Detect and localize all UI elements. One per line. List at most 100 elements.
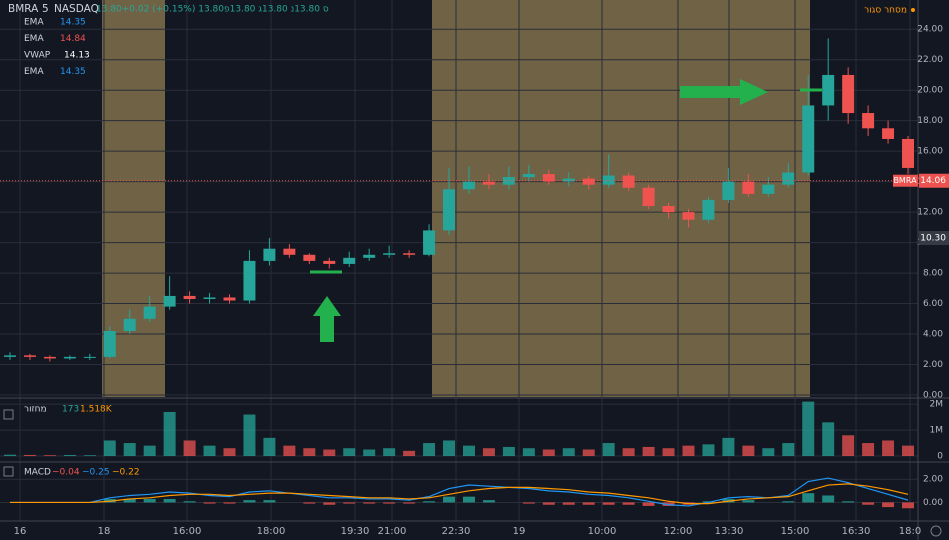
macd-histogram (602, 502, 615, 505)
legend-name: מחזור (24, 405, 47, 415)
volume-bar (443, 440, 456, 456)
y-tick-label: 6.00 (923, 299, 943, 309)
volume-bar (183, 440, 196, 456)
candle-body (143, 306, 156, 319)
candle-body (502, 177, 515, 185)
interval[interactable]: 5 (42, 3, 49, 15)
volume-bar (802, 401, 815, 456)
volume-bar (662, 448, 675, 456)
legend-value: 14.13 (64, 51, 90, 61)
candle-body (83, 356, 96, 358)
y-tick-label: 4.00 (923, 330, 943, 340)
candle-body (902, 138, 915, 168)
volume-bar (83, 455, 96, 456)
volume-bar (682, 445, 695, 456)
macd-histogram (642, 502, 655, 506)
candle-body (462, 181, 475, 190)
legend-name: VWAP (24, 51, 51, 61)
y-tick-label: 2.00 (923, 475, 943, 485)
candle-body (482, 181, 495, 185)
candle-body (123, 318, 136, 331)
y-tick-label: 0 (937, 452, 943, 462)
time-label: 19 (513, 526, 526, 537)
volume-bar (462, 445, 475, 456)
time-label: 18:00 (257, 526, 286, 537)
candle-body (63, 356, 76, 359)
collapse-button[interactable] (3, 466, 14, 477)
time-label: 21:00 (378, 526, 407, 537)
legend-name: EMA (24, 18, 44, 28)
volume-bar (403, 450, 416, 456)
candle-body (762, 184, 775, 194)
candle-body (822, 74, 835, 106)
macd-histogram (562, 502, 575, 505)
candle-body (443, 189, 456, 231)
volume-bar (263, 437, 276, 456)
volume-bar (822, 422, 835, 456)
legend-name: MACD (24, 468, 51, 478)
volume-bar (502, 446, 515, 456)
volume-bar (642, 446, 655, 456)
legend-value: 14.35 (60, 67, 86, 77)
volume-bar (363, 449, 376, 456)
y-tick-label: 0.00 (923, 391, 943, 401)
volume-bar (243, 414, 256, 456)
macd-histogram (482, 500, 495, 503)
candle-body (662, 206, 675, 213)
settings-button[interactable] (930, 525, 942, 537)
macd-histogram (622, 502, 635, 505)
volume-bar (722, 437, 735, 456)
volume-bar (143, 445, 156, 456)
candle-body (103, 330, 116, 357)
volume-bar (163, 411, 176, 456)
y-tick-label: 1M (930, 426, 944, 436)
exchange: NASDAQ (54, 3, 99, 15)
time-label: 18 (98, 526, 111, 537)
volume-bar (542, 449, 555, 456)
status-dot (911, 8, 915, 12)
price-badge (893, 174, 918, 187)
candle-body (383, 253, 396, 255)
volume-bar (303, 448, 316, 456)
candle-body (642, 187, 655, 207)
macd-histogram (243, 500, 256, 503)
macd-histogram (802, 493, 815, 503)
candle-body (682, 212, 695, 220)
macd-histogram (582, 502, 595, 505)
macd-histogram (363, 502, 376, 504)
price-badge-text: BMRA (893, 176, 917, 185)
macd-histogram (323, 502, 336, 505)
volume-bar (582, 449, 595, 456)
volume-bar (862, 443, 875, 456)
macd-histogram (163, 498, 176, 503)
macd-histogram (183, 501, 196, 503)
macd-histogram (742, 500, 755, 503)
price-label-bg (919, 173, 949, 188)
collapse-button[interactable] (3, 409, 14, 420)
volume-bar (842, 435, 855, 456)
candle-body (802, 105, 815, 173)
time-label: 16 (14, 526, 27, 537)
candle-body (283, 248, 296, 255)
candle-body (702, 199, 715, 220)
candle-body (403, 253, 416, 255)
candle-body (582, 178, 595, 185)
candle-body (722, 181, 735, 200)
volume-bar (343, 448, 356, 456)
macd-histogram (143, 498, 156, 503)
candle-body (742, 181, 755, 194)
volume-bar (602, 443, 615, 456)
symbol[interactable]: BMRA (8, 3, 39, 15)
quote: 13.80+0.02 (+0.15%) 13.80ס 13.80נ 13.80ג… (96, 5, 329, 15)
volume-bar (622, 448, 635, 456)
legend-value: −0.22 (112, 468, 140, 478)
price-label-bg (919, 231, 949, 246)
candle-body (882, 128, 895, 139)
macd-histogram (882, 502, 895, 508)
candle-body (782, 172, 795, 185)
candle-body (203, 297, 216, 299)
y-tick-label: 18.00 (917, 116, 943, 126)
candle-body (3, 355, 16, 357)
time-label: 15:00 (781, 526, 810, 537)
macd-histogram (123, 498, 136, 503)
